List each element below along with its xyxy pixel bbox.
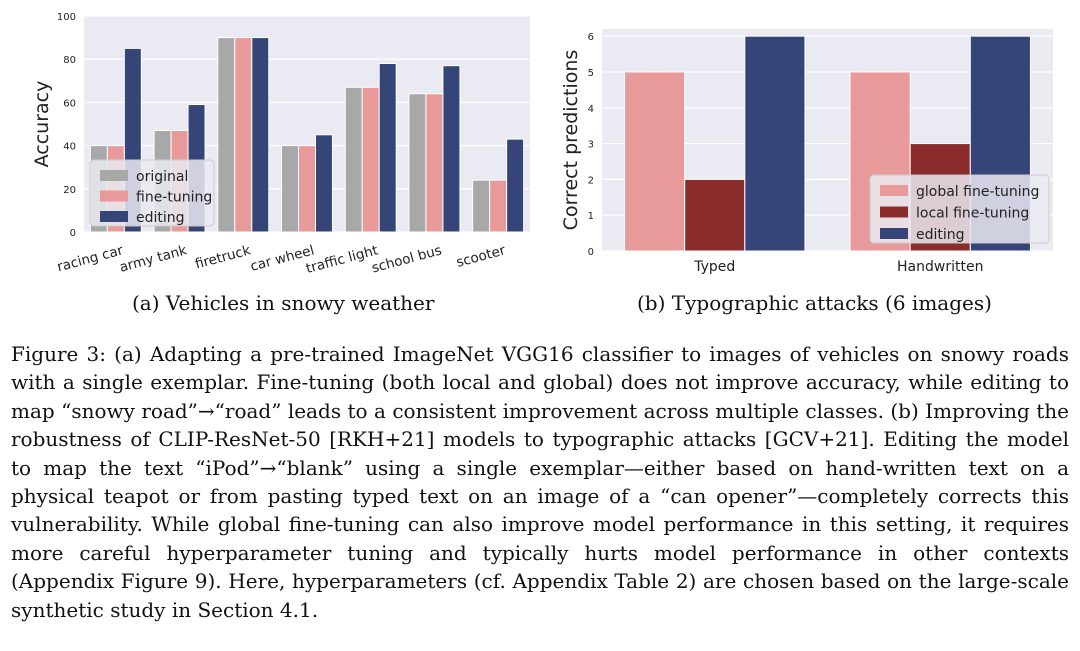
y-tick-label: 0: [70, 228, 76, 239]
x-tick-label: racing car: [55, 242, 125, 275]
legend-label: global fine-tuning: [916, 184, 1039, 200]
figure-caption: Figure 3: (a) Adapting a pre-trained Ima…: [11, 340, 1069, 624]
bar: [298, 145, 316, 233]
bar: [234, 37, 253, 233]
y-tick-label: 40: [63, 142, 76, 153]
bar: [472, 179, 491, 233]
x-tick-label: traffic light: [304, 242, 379, 277]
bar: [314, 134, 333, 233]
bar: [442, 65, 461, 233]
chart-typographic-attacks: 0 1 2 3 4 5 6 Typed Handwritten Correct predictio…: [560, 29, 1053, 275]
x-tick-label: army tank: [118, 242, 189, 275]
figure-label: Figure 3:: [11, 342, 106, 366]
bar: [251, 37, 270, 233]
x-tick-label: scooter: [455, 242, 508, 271]
legend-label: fine-tuning: [136, 190, 212, 206]
bar: [744, 35, 806, 252]
y-tick-label: 3: [588, 140, 594, 151]
bar: [425, 93, 444, 233]
legend-swatch: [880, 185, 908, 196]
subcaption-b: (b) Typographic attacks (6 images): [637, 291, 992, 315]
x-tick-label: Handwritten: [897, 259, 983, 275]
legend-swatch: [100, 170, 128, 181]
y-tick-label: 0: [588, 247, 594, 258]
y-tick-label: 6: [588, 32, 594, 43]
y-tick-label: 5: [588, 68, 594, 79]
bar: [489, 179, 508, 233]
legend-label: local fine-tuning: [916, 206, 1029, 222]
bar: [624, 71, 686, 252]
y-tick-label: 60: [63, 98, 76, 109]
caption-text: (a) Adapting a pre-trained ImageNet VGG1…: [11, 342, 1069, 622]
y-axis-label: Accuracy: [31, 81, 53, 168]
legend-label: editing: [916, 227, 965, 243]
y-tick-label: 4: [588, 104, 594, 115]
bar: [281, 145, 300, 233]
legend-swatch: [880, 228, 908, 239]
subcaption-a: (a) Vehicles in snowy weather: [132, 291, 435, 315]
x-tick-label: school bus: [370, 242, 443, 276]
legend-swatch: [100, 211, 128, 222]
bar: [378, 63, 397, 233]
legend-label: editing: [136, 210, 185, 226]
bar: [684, 178, 746, 252]
bar: [344, 86, 363, 233]
y-tick-label: 100: [57, 12, 76, 23]
bar: [506, 138, 525, 233]
x-tick-label: Typed: [693, 259, 735, 275]
y-tick-label: 1: [588, 211, 594, 222]
bar: [217, 37, 236, 233]
y-tick-label: 2: [588, 175, 594, 186]
bar: [361, 86, 380, 233]
bar: [408, 93, 427, 233]
legend-swatch: [100, 190, 128, 202]
legend: [869, 174, 1050, 244]
y-tick-label: 80: [63, 55, 76, 66]
legend-swatch: [880, 206, 908, 218]
y-axis-label: Correct predictions: [560, 50, 582, 231]
x-tick-label: firetruck: [193, 242, 252, 272]
legend-label: original: [136, 169, 188, 185]
y-tick-label: 20: [63, 185, 76, 196]
